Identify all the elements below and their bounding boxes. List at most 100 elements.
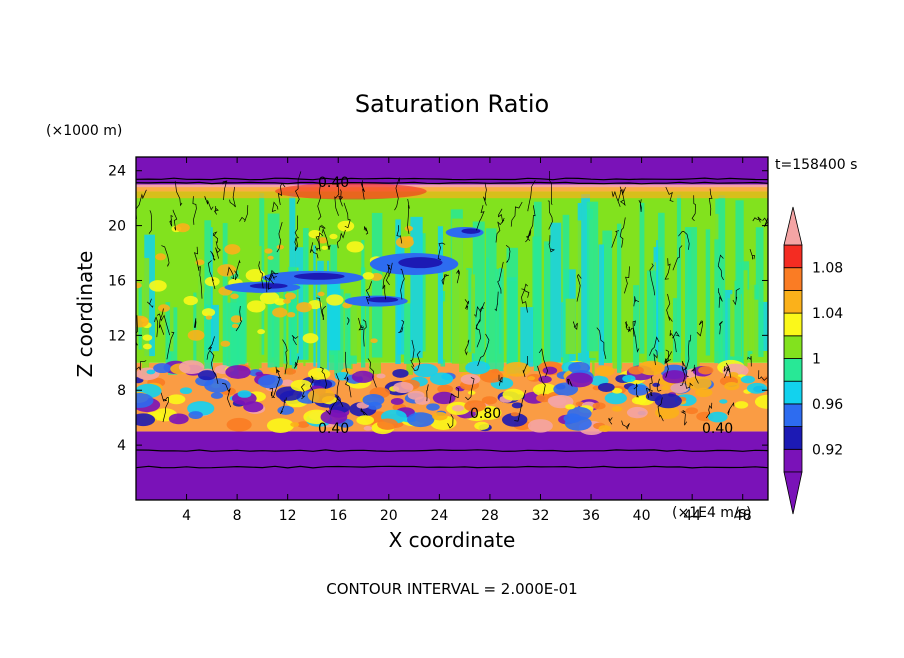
- contour-scribble: [547, 200, 553, 230]
- patch: [136, 393, 154, 408]
- contour-line-2: [136, 181, 768, 185]
- blob: [337, 220, 355, 232]
- blob: [245, 269, 265, 282]
- contour-scribble: [497, 261, 504, 294]
- streak: [718, 195, 726, 367]
- contour-scribble: [723, 365, 731, 379]
- patch: [481, 396, 498, 405]
- contour-scribble: [671, 331, 680, 339]
- contour-scribble: [626, 326, 632, 333]
- streak: [210, 227, 213, 371]
- patch: [376, 373, 386, 379]
- blob: [404, 225, 414, 232]
- streak: [471, 274, 476, 354]
- streak: [441, 301, 447, 360]
- contour-scribble: [227, 266, 235, 280]
- contour-scribble: [495, 219, 505, 243]
- contour-interval-footer: CONTOUR INTERVAL = 2.000E-01: [326, 580, 577, 598]
- patch: [452, 404, 465, 412]
- patch: [465, 360, 491, 375]
- patch: [426, 403, 440, 411]
- contour-scribble: [666, 293, 673, 322]
- contour-scribble: [234, 259, 241, 281]
- blob: [183, 295, 198, 306]
- blob: [257, 329, 266, 335]
- streak: [485, 228, 497, 372]
- blob: [217, 264, 237, 277]
- streak: [328, 282, 341, 351]
- dry-core: [398, 257, 443, 269]
- streak: [303, 228, 309, 360]
- contour-scribble: [719, 320, 723, 335]
- patch: [698, 366, 714, 375]
- contour-scribble: [264, 272, 276, 293]
- patch: [362, 393, 385, 406]
- contour-scribble: [497, 208, 505, 224]
- contour-scribble: [318, 224, 326, 231]
- y-tick-label: 20: [108, 219, 126, 235]
- contour-scribble: [394, 177, 400, 211]
- contour-scribble: [235, 305, 243, 332]
- chart-title: Saturation Ratio: [355, 90, 549, 118]
- streak: [532, 236, 542, 367]
- patch: [390, 397, 404, 405]
- streak: [420, 233, 426, 352]
- blob: [231, 323, 239, 329]
- blob: [276, 244, 284, 250]
- contour-scribble: [510, 201, 523, 227]
- dry-core: [461, 228, 481, 234]
- contour-scribble: [449, 387, 460, 404]
- streak: [562, 214, 570, 375]
- streak: [581, 194, 591, 372]
- patch: [356, 415, 375, 425]
- y-tick-label: 24: [108, 164, 126, 180]
- streak: [676, 194, 682, 354]
- streak: [672, 298, 681, 362]
- contour-scribble: [681, 360, 689, 377]
- blob: [142, 334, 153, 341]
- streak: [749, 209, 755, 351]
- patch: [167, 394, 186, 405]
- contour-scribble: [549, 170, 553, 205]
- patch: [598, 425, 612, 433]
- contour-scribble: [336, 229, 346, 249]
- streak: [204, 220, 212, 375]
- streak: [437, 226, 444, 364]
- x-tick-label: 44: [683, 508, 701, 524]
- streak: [520, 307, 534, 367]
- contour-scribble: [136, 189, 147, 219]
- patch: [754, 394, 768, 409]
- contour-scribble: [522, 355, 528, 378]
- patch: [631, 396, 647, 405]
- patch: [320, 409, 348, 425]
- contour-scribble: [566, 378, 573, 387]
- contour-scribble: [363, 226, 369, 235]
- contour-scribble: [360, 407, 368, 416]
- contour-scribble: [222, 180, 228, 201]
- blob: [346, 241, 364, 253]
- patch: [538, 375, 552, 384]
- blob: [284, 292, 297, 300]
- patch: [392, 368, 409, 378]
- x-axis-ticks: 4 8 12 16 20 24 28 32 36 40 44 48: [182, 157, 752, 524]
- colorbar-swatch: [783, 289, 803, 314]
- patch: [542, 366, 558, 375]
- y-tick-label: 16: [108, 273, 126, 289]
- patch: [258, 374, 283, 389]
- streak: [406, 196, 413, 375]
- contour-scribble: [441, 274, 449, 285]
- patch: [568, 361, 590, 374]
- patch: [363, 426, 373, 431]
- contour-scribble: [358, 317, 364, 331]
- contour-scribble: [611, 190, 621, 207]
- y-unit-label: (×1000 m): [46, 123, 122, 139]
- patch: [407, 390, 425, 400]
- contour-scribble: [335, 373, 344, 408]
- patch: [429, 372, 454, 386]
- patch: [307, 367, 331, 381]
- contour-scribble: [717, 254, 724, 281]
- contour-scribble: [690, 364, 699, 384]
- blob: [230, 315, 243, 323]
- contour-scribble: [269, 387, 276, 399]
- contour-scribble: [343, 202, 351, 229]
